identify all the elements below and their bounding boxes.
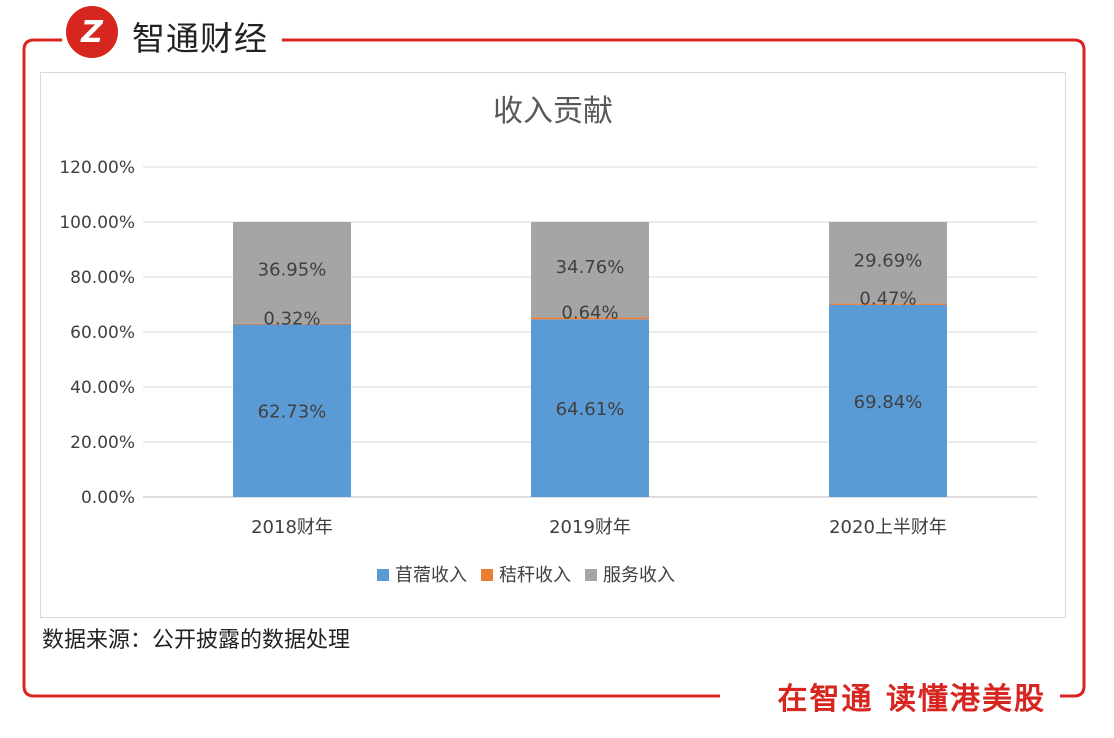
chart-panel: 收入贡献 0.00% 20.00% 40.00% 60.00% 80.00% 100.00… (40, 72, 1066, 618)
data-label: 0.32% (263, 309, 320, 330)
data-label: 69.84% (854, 392, 923, 413)
data-label: 0.64% (561, 303, 618, 324)
brand-logo-text: Z (81, 14, 103, 50)
chart-title: 收入贡献 (493, 94, 613, 129)
legend-swatch-icon (481, 569, 493, 581)
bar-segment (829, 303, 947, 305)
x-tick-label: 2018财年 (251, 517, 333, 538)
bar-segment (233, 324, 351, 497)
data-label: 0.47% (859, 289, 916, 310)
y-tick-label: 60.00% (70, 323, 135, 343)
y-tick-label: 80.00% (70, 268, 135, 288)
bar-segment (233, 323, 351, 325)
legend-label: 秸秆收入 (499, 565, 571, 586)
x-tick-label: 2020上半财年 (829, 517, 947, 538)
bar-segment (531, 319, 649, 497)
data-labels: 62.73% 0.32% 36.95% 64.61% 0.64% 34.76% 69.84%… (258, 251, 923, 423)
legend-label: 苜蓿收入 (395, 565, 467, 586)
bar-segment (829, 304, 947, 497)
bar-segment (531, 221, 649, 318)
bar-segment (233, 222, 351, 324)
y-tick-label: 0.00% (81, 488, 135, 508)
bar-segment (829, 222, 947, 304)
brand-logo-icon: Z (66, 6, 118, 58)
x-axis-ticks: 2018财年 2019财年 2020上半财年 (251, 517, 947, 538)
data-label: 62.73% (258, 402, 327, 423)
data-label: 64.61% (556, 399, 625, 420)
data-label: 34.76% (556, 257, 625, 278)
source-note: 数据来源：公开披露的数据处理 (42, 628, 351, 653)
legend-label: 服务收入 (603, 565, 675, 586)
brand-name: 智通财经 (132, 12, 276, 60)
legend: 苜蓿收入 秸秆收入 服务收入 (377, 565, 675, 586)
bar-segment (531, 317, 649, 320)
x-tick-label: 2019财年 (549, 517, 631, 538)
y-tick-label: 40.00% (70, 378, 135, 398)
legend-swatch-icon (585, 569, 597, 581)
slogan: 在智通 读懂港美股 (767, 674, 1056, 718)
revenue-contribution-chart: 收入贡献 0.00% 20.00% 40.00% 60.00% 80.00% 100.00… (59, 94, 1037, 586)
y-tick-label: 20.00% (70, 433, 135, 453)
legend-swatch-icon (377, 569, 389, 581)
data-label: 29.69% (854, 251, 923, 272)
y-axis-ticks: 0.00% 20.00% 40.00% 60.00% 80.00% 100.00% 120.… (59, 158, 135, 508)
y-tick-label: 100.00% (59, 213, 135, 233)
data-label: 36.95% (258, 260, 327, 281)
bars (233, 221, 947, 497)
y-tick-label: 120.00% (59, 158, 135, 178)
